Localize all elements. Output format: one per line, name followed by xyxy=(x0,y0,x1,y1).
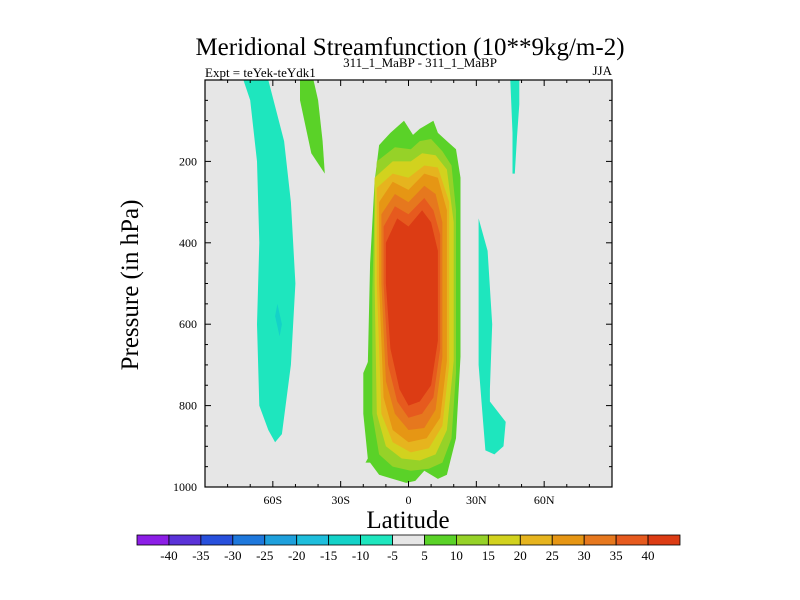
x-tick-label: 0 xyxy=(406,493,412,507)
contour-region-neg5 xyxy=(243,80,296,443)
x-tick-label: 30N xyxy=(466,493,487,507)
colorbar-label: -30 xyxy=(224,548,241,563)
colorbar-label: -20 xyxy=(288,548,305,563)
colorbar-label: 30 xyxy=(578,548,591,563)
colorbar-swatch xyxy=(583,534,617,546)
chart-title: Meridional Streamfunction (10**9kg/m-2) xyxy=(195,34,624,61)
colorbar-swatch xyxy=(360,534,393,546)
colorbar-label: -15 xyxy=(320,548,337,563)
colorbar: -40 -35 -30 -25 -20 -15 -10 -5 5 10 15 20 25 30 35 40 xyxy=(136,534,681,563)
y-axis-label: Pressure (in hPa) xyxy=(117,200,144,371)
colorbar-swatch xyxy=(232,534,266,546)
y-tick-label: 200 xyxy=(179,154,197,168)
colorbar-label: 35 xyxy=(610,548,623,563)
contour-region-neg5 xyxy=(510,80,520,174)
y-tick-label: 800 xyxy=(179,399,197,413)
colorbar-swatch xyxy=(615,534,649,546)
colorbar-swatch xyxy=(296,534,330,546)
x-tick-label: 60S xyxy=(263,493,282,507)
colorbar-swatch xyxy=(519,534,553,546)
colorbar-label: 15 xyxy=(482,548,495,563)
colorbar-label: -10 xyxy=(352,548,369,563)
colorbar-swatch xyxy=(200,534,234,546)
colorbar-swatch xyxy=(264,534,298,546)
axis-ticks: 60S 30S 0 30N 60N 200 400 600 800 1000 xyxy=(173,79,613,507)
y-tick-label: 600 xyxy=(179,317,197,331)
colorbar-label: 25 xyxy=(546,548,559,563)
colorbar-swatch xyxy=(456,534,489,546)
plot-area xyxy=(205,80,612,487)
y-tick-label: 1000 xyxy=(173,480,197,494)
colorbar-swatch xyxy=(647,534,681,546)
colorbar-swatch xyxy=(136,534,170,546)
colorbar-label: 20 xyxy=(514,548,527,563)
contour-region-neg5 xyxy=(478,218,506,455)
x-axis-label: Latitude xyxy=(366,507,449,534)
colorbar-label: 40 xyxy=(642,548,655,563)
colorbar-swatch xyxy=(424,534,457,546)
colorbar-label: 5 xyxy=(421,548,428,563)
subtitle-right: JJA xyxy=(592,63,612,78)
contour-region-neg10 xyxy=(275,303,282,337)
colorbar-swatch xyxy=(328,534,361,546)
colorbar-label: 10 xyxy=(450,548,463,563)
colorbar-label: -35 xyxy=(192,548,209,563)
colorbar-swatch xyxy=(168,534,202,546)
colorbar-label: -25 xyxy=(256,548,273,563)
colorbar-swatch xyxy=(392,534,425,546)
subtitle-center: 311_1_MaBP - 311_1_MaBP xyxy=(343,55,497,70)
contour-region-40 xyxy=(385,210,438,406)
x-tick-label: 60N xyxy=(534,493,555,507)
colorbar-label: -5 xyxy=(387,548,398,563)
contour-region-5 xyxy=(300,80,325,174)
x-tick-label: 30S xyxy=(331,493,350,507)
colorbar-swatch xyxy=(551,534,585,546)
subtitle-left: Expt = teYek-teYdk1 xyxy=(205,65,316,80)
y-tick-label: 400 xyxy=(179,236,197,250)
colorbar-label: -40 xyxy=(160,548,177,563)
colorbar-swatch xyxy=(487,534,521,546)
